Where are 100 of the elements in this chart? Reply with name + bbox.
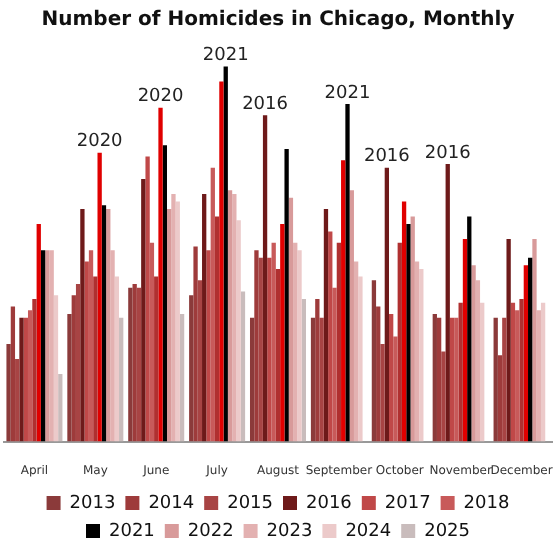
annotation: 2016 <box>363 147 411 168</box>
bar <box>106 209 111 442</box>
bar <box>162 145 167 442</box>
bar <box>288 197 294 442</box>
bar <box>280 224 285 442</box>
bar <box>414 261 420 442</box>
bar <box>506 239 511 442</box>
legend-label: 2022 <box>187 521 234 542</box>
bar <box>493 317 498 442</box>
bar <box>353 261 359 442</box>
bar <box>397 242 402 442</box>
bar <box>210 167 215 442</box>
bar <box>376 306 381 442</box>
bar <box>158 107 163 442</box>
bar <box>315 299 320 442</box>
legend-label: 2024 <box>345 521 392 542</box>
bar <box>119 317 124 442</box>
bar <box>154 276 159 442</box>
bar <box>88 250 94 442</box>
bar <box>510 302 516 442</box>
bar <box>175 201 180 442</box>
bar <box>389 314 394 442</box>
legend-label: 2021 <box>108 521 155 542</box>
bar <box>171 194 176 442</box>
bar <box>202 194 207 442</box>
bar <box>227 190 233 442</box>
bar <box>58 374 63 442</box>
chart-title: Number of Homicides in Chicago, Monthly <box>41 9 516 32</box>
legend-label: 2015 <box>227 493 273 514</box>
bar <box>358 276 363 442</box>
bar <box>293 242 298 442</box>
bar <box>240 291 246 442</box>
bar <box>254 250 259 442</box>
annotation: 2020 <box>76 132 124 153</box>
bar <box>267 257 272 442</box>
bar <box>53 295 59 442</box>
annotation: 2021 <box>202 46 249 67</box>
legend-label: 2025 <box>424 521 471 542</box>
bar <box>67 314 72 442</box>
bar <box>75 284 81 442</box>
legend-label: 2017 <box>384 493 431 514</box>
bar <box>323 209 329 442</box>
bar <box>502 317 507 442</box>
bar <box>532 239 537 442</box>
bar <box>249 317 255 442</box>
bar <box>136 287 142 442</box>
bar <box>223 66 228 442</box>
bar <box>206 250 211 442</box>
bar <box>449 317 455 442</box>
bar <box>401 201 407 442</box>
annotation: 2020 <box>137 87 184 108</box>
bar <box>167 209 172 442</box>
bar <box>310 317 316 442</box>
bar <box>297 250 302 442</box>
bar <box>36 224 41 442</box>
bar <box>219 81 224 442</box>
bar <box>341 160 346 442</box>
bar <box>345 104 350 442</box>
legend-label: 2014 <box>148 493 195 514</box>
bar <box>349 190 354 442</box>
legend-label: 2013 <box>69 493 116 514</box>
bar <box>454 317 459 442</box>
bar <box>258 257 263 442</box>
bar <box>462 239 468 442</box>
bar <box>275 269 281 442</box>
bar <box>467 216 472 442</box>
bar <box>419 269 424 442</box>
bar <box>515 310 520 442</box>
bar <box>149 242 155 442</box>
bar <box>27 310 33 442</box>
bar <box>445 164 450 442</box>
bar <box>432 314 437 442</box>
bar <box>458 302 463 442</box>
bar <box>284 149 289 442</box>
bar <box>336 242 342 442</box>
bar <box>475 280 481 442</box>
bar <box>436 317 442 442</box>
bar <box>93 276 98 442</box>
bar <box>271 242 276 442</box>
bar <box>32 299 37 442</box>
legend-label: 2016 <box>306 493 353 514</box>
bar <box>110 250 115 442</box>
bar <box>406 224 411 442</box>
bar <box>236 220 241 442</box>
bar <box>6 344 11 442</box>
bar <box>410 216 415 442</box>
bar <box>97 152 102 442</box>
bar <box>114 276 120 442</box>
bar <box>40 250 46 442</box>
bar <box>141 179 146 442</box>
bar <box>536 310 541 442</box>
annotation: 2021 <box>324 83 371 104</box>
bar <box>528 257 533 442</box>
bar <box>189 295 194 442</box>
bar <box>332 287 337 442</box>
legend-label: 2023 <box>266 521 313 542</box>
bar <box>232 194 237 442</box>
legend-label: 2018 <box>463 493 510 514</box>
bar <box>519 299 524 442</box>
bar <box>301 299 307 442</box>
